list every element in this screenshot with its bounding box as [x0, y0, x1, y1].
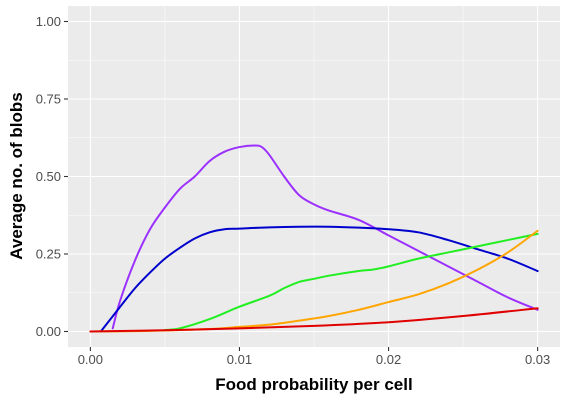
y-axis: 0.00 0.25 0.50 0.75 1.00	[36, 14, 68, 339]
series-lines	[89, 144, 539, 333]
x-axis: 0.00 0.01 0.02 0.03	[78, 347, 550, 367]
y-tick-label: 0.25	[36, 247, 61, 262]
grid	[68, 6, 560, 347]
y-tick-label: 1.00	[36, 14, 61, 29]
series-line-3	[163, 232, 539, 331]
y-tick-label: 0.00	[36, 324, 61, 339]
x-tick-label: 0.01	[227, 352, 252, 367]
x-axis-title: Food probability per cell	[215, 375, 412, 394]
series-line-1	[111, 144, 539, 330]
y-tick-label: 0.75	[36, 92, 61, 107]
x-tick-label: 0.03	[525, 352, 550, 367]
x-tick-label: 0.02	[376, 352, 401, 367]
y-tick-label: 0.50	[36, 169, 61, 184]
x-tick-label: 0.00	[78, 352, 103, 367]
y-axis-title: Average no. of blobs	[7, 92, 26, 260]
series-line-5	[89, 307, 539, 333]
series-line-2	[99, 225, 539, 333]
